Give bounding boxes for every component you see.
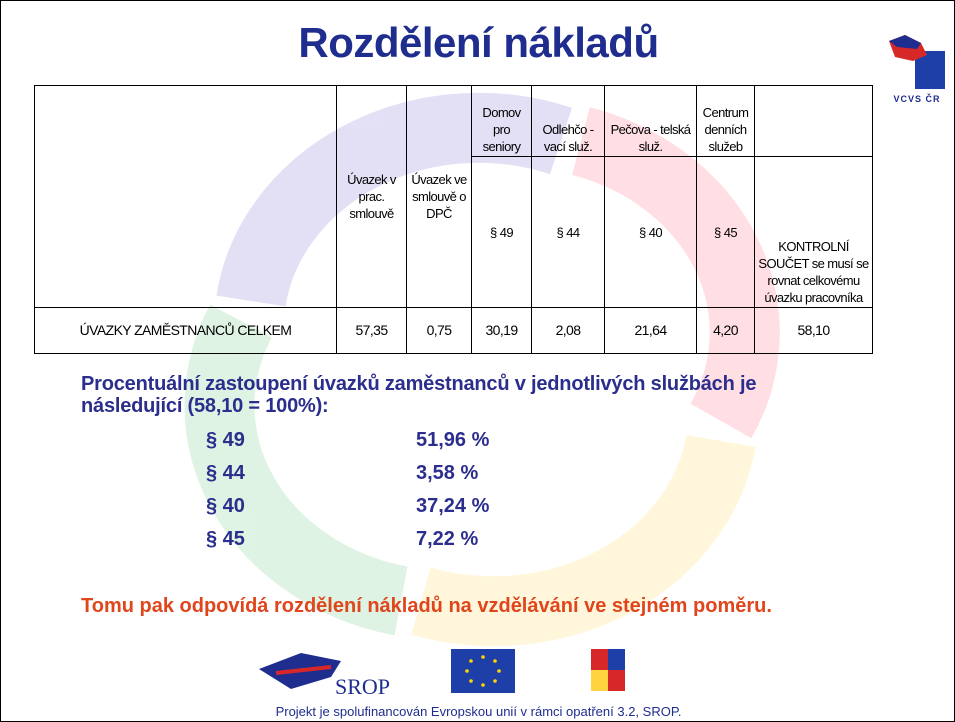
item-share: 51,96 % bbox=[416, 429, 490, 451]
srop-logo-text: SROP bbox=[335, 674, 391, 699]
header-cell: Úvazek ve smlouvě o DPČ bbox=[406, 85, 472, 308]
value-cell: 30,19 bbox=[471, 307, 532, 354]
section-cell: § 49 bbox=[471, 156, 532, 308]
data-row: ÚVAZKY ZAMĚSTNANCŮ CELKEM 57,35 0,75 30,19 2… bbox=[34, 307, 873, 354]
header-cell: Centrum denních služeb bbox=[696, 85, 755, 157]
item-share: 37,24 % bbox=[416, 495, 490, 517]
header-row: § 49 § 44 § 40 § 45 KONTROLNÍ SOUČET se musí… bbox=[35, 156, 873, 308]
title: Rozdělení nákladů bbox=[298, 19, 659, 66]
header-cell: Domov pro seniory bbox=[471, 85, 532, 157]
logos bbox=[259, 649, 625, 693]
item-share: 3,58 % bbox=[416, 462, 479, 484]
header-cell: Pečova - telská služ. bbox=[604, 85, 697, 157]
item-code: § 40 bbox=[206, 495, 245, 517]
header-cell: KONTROLNÍ SOUČET se musí se rovnat celko… bbox=[754, 156, 873, 308]
corner-cell bbox=[34, 85, 337, 308]
section-cell: § 45 bbox=[696, 156, 755, 308]
header-cell bbox=[754, 85, 873, 157]
value-cell: 21,64 bbox=[604, 307, 697, 354]
item-share: 7,22 % bbox=[416, 528, 479, 550]
vcvs-logo bbox=[889, 35, 945, 89]
header-cell: Úvazek v prac. smlouvě bbox=[336, 85, 407, 308]
value-cell: 2,08 bbox=[531, 307, 605, 354]
item-code: § 44 bbox=[206, 462, 245, 484]
logo-caption: VCVS ČR bbox=[893, 94, 941, 104]
header-cell: Odlehčo - vací služ. bbox=[531, 85, 605, 157]
value-cell: 57,35 bbox=[336, 307, 407, 354]
footer: Projekt je spolufinancován Evropskou uni… bbox=[275, 704, 682, 719]
header-row: Úvazek v prac. smlouvě Úvazek ve smlouvě … bbox=[34, 85, 873, 308]
value-cell: 58,10 bbox=[754, 307, 873, 354]
section-cell: § 44 bbox=[531, 156, 605, 308]
item-code: § 49 bbox=[206, 429, 245, 451]
note: Tomu pak odpovídá rozdělení nákladů na v… bbox=[81, 595, 772, 617]
value-cell: 0,75 bbox=[406, 307, 472, 354]
row-label: ÚVAZKY ZAMĚSTNANCŮ CELKEM bbox=[34, 307, 337, 354]
section-cell: § 40 bbox=[604, 156, 697, 308]
item-code: § 45 bbox=[206, 528, 245, 550]
paragraph: Procentuální zastoupení úvazků zaměstnan… bbox=[81, 373, 757, 417]
table: Úvazek v prac. smlouvě Úvazek ve smlouvě … bbox=[34, 85, 873, 354]
value-cell: 4,20 bbox=[696, 307, 755, 354]
